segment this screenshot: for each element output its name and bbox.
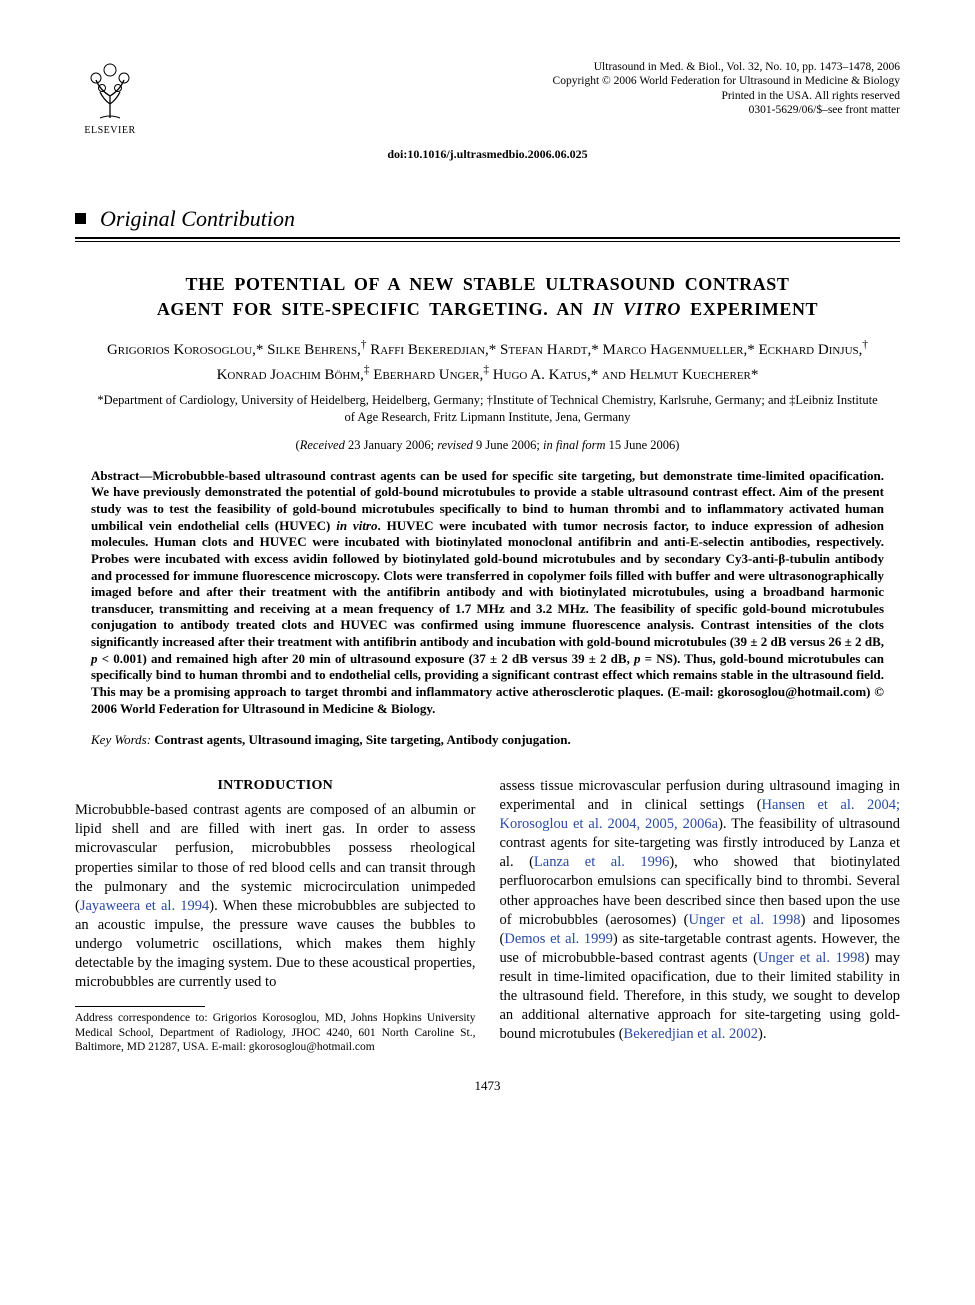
- abstract-prefix: Abstract—: [91, 468, 152, 483]
- cite-demos-1999[interactable]: Demos et al. 1999: [504, 931, 613, 947]
- title-line2b: EXPERIMENT: [681, 299, 818, 319]
- final-label: in final form: [543, 438, 606, 452]
- intro-heading: INTRODUCTION: [75, 777, 476, 795]
- journal-copyright: Copyright © 2006 World Federation for Ul…: [553, 74, 900, 88]
- p2g: ).: [758, 1026, 766, 1042]
- revised-label: revised: [437, 438, 473, 452]
- article-title: THE POTENTIAL OF A NEW STABLE ULTRASOUND…: [91, 272, 884, 321]
- rule-thick: [75, 237, 900, 239]
- intro-para-1: Microbubble-based contrast agents are co…: [75, 801, 476, 992]
- doi: doi:10.1016/j.ultrasmedbio.2006.06.025: [75, 146, 900, 162]
- keywords-values: Contrast agents, Ultrasound imaging, Sit…: [154, 732, 570, 747]
- journal-issn: 0301-5629/06/$–see front matter: [553, 103, 900, 117]
- keywords-label: Key Words:: [91, 732, 154, 747]
- journal-meta: Ultrasound in Med. & Biol., Vol. 32, No.…: [553, 60, 900, 118]
- cite-jayaweera-1994[interactable]: Jayaweera et al. 1994: [80, 898, 209, 914]
- article-dates: (Received 23 January 2006; revised 9 Jun…: [75, 437, 900, 454]
- cite-unger-1998b[interactable]: Unger et al. 1998: [758, 950, 865, 966]
- body-columns: INTRODUCTION Microbubble-based contrast …: [75, 777, 900, 1055]
- authors: Grigorios Korosoglou,* Silke Behrens,† R…: [83, 337, 892, 387]
- intro-para-2: assess tissue microvascular perfusion du…: [500, 777, 901, 1045]
- cite-bekeredjian-2002[interactable]: Bekeredjian et al. 2002: [624, 1026, 758, 1042]
- title-invitro: IN VITRO: [593, 299, 681, 319]
- bullet-icon: [75, 213, 86, 224]
- cite-unger-1998a[interactable]: Unger et al. 1998: [688, 912, 800, 928]
- revised-date: 9 June 2006;: [473, 438, 543, 452]
- abstract-invitro: in vitro: [336, 518, 377, 533]
- keywords: Key Words: Contrast agents, Ultrasound i…: [91, 731, 884, 749]
- title-line1: THE POTENTIAL OF A NEW STABLE ULTRASOUND…: [185, 274, 789, 294]
- abstract: Abstract—Microbubble-based ultrasound co…: [91, 468, 884, 717]
- cite-lanza-1996[interactable]: Lanza et al. 1996: [534, 854, 669, 870]
- received-label: Received: [300, 438, 345, 452]
- title-line2a: AGENT FOR SITE-SPECIFIC TARGETING. AN: [157, 299, 593, 319]
- publisher-name: ELSEVIER: [84, 124, 135, 138]
- abstract-c: < 0.001) and remained high after 20 min …: [98, 651, 634, 666]
- page-number: 1473: [75, 1077, 900, 1095]
- received-date: 23 January 2006;: [345, 438, 437, 452]
- journal-print: Printed in the USA. All rights reserved: [553, 89, 900, 103]
- final-date: 15 June 2006: [605, 438, 675, 452]
- footnote-separator: [75, 1006, 205, 1007]
- elsevier-tree-icon: [82, 60, 138, 122]
- section-label-text: Original Contribution: [100, 204, 295, 234]
- page-header: ELSEVIER Ultrasound in Med. & Biol., Vol…: [75, 60, 900, 138]
- correspondence-footnote: Address correspondence to: Grigorios Kor…: [75, 1011, 476, 1054]
- rule-thin: [75, 241, 900, 242]
- journal-citation: Ultrasound in Med. & Biol., Vol. 32, No.…: [553, 60, 900, 74]
- publisher-logo: ELSEVIER: [75, 60, 145, 138]
- affiliations: *Department of Cardiology, University of…: [95, 392, 880, 425]
- abstract-b: . HUVEC were incubated with tumor necros…: [91, 518, 884, 649]
- section-label: Original Contribution: [75, 204, 900, 234]
